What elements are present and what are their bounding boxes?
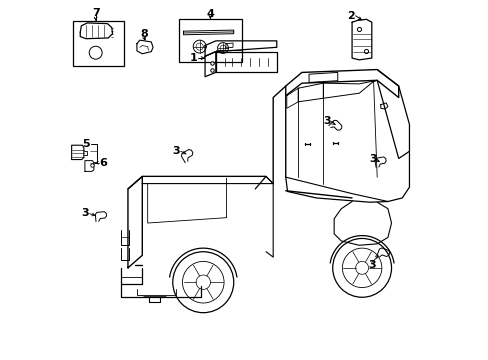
Text: 3: 3 bbox=[172, 145, 180, 156]
Text: 8: 8 bbox=[140, 30, 148, 39]
Text: 3: 3 bbox=[323, 116, 330, 126]
Bar bbox=[179, 19, 242, 62]
Text: 5: 5 bbox=[82, 139, 90, 149]
Text: 7: 7 bbox=[92, 8, 100, 18]
Text: 3: 3 bbox=[367, 260, 375, 270]
Text: 3: 3 bbox=[368, 154, 376, 164]
Text: 4: 4 bbox=[206, 9, 214, 19]
Text: 1: 1 bbox=[189, 53, 197, 63]
Bar bbox=[73, 21, 124, 66]
Text: 2: 2 bbox=[347, 11, 354, 21]
Text: 6: 6 bbox=[99, 158, 106, 168]
Text: 3: 3 bbox=[81, 208, 88, 218]
